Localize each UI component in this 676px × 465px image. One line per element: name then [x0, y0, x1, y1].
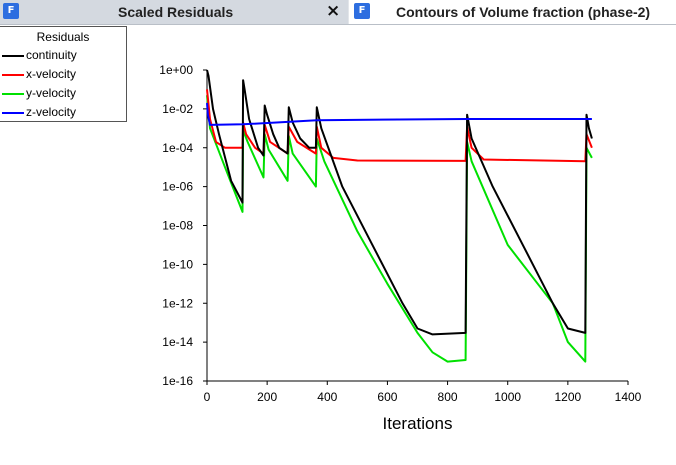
legend-label-z-velocity: z-velocity	[26, 105, 77, 119]
x-tick-label: 0	[204, 390, 211, 404]
y-tick-label: 1e-16	[162, 374, 193, 388]
x-tick-label: 600	[377, 390, 397, 404]
legend-label-y-velocity: y-velocity	[26, 86, 77, 100]
x-axis-label: Iterations	[383, 414, 453, 433]
legend-item-x-velocity: x-velocity	[0, 67, 126, 81]
app-icon: F	[354, 3, 370, 19]
legend-label-x-velocity: x-velocity	[26, 67, 77, 81]
y-tick-label: 1e-12	[162, 296, 193, 310]
close-icon[interactable]: ×	[326, 1, 341, 21]
legend-swatch-y-velocity	[2, 93, 24, 95]
y-tick-label: 1e-02	[162, 102, 193, 116]
legend-label-continuity: continuity	[26, 48, 77, 62]
x-tick-label: 400	[317, 390, 337, 404]
y-tick-label: 1e+00	[159, 63, 193, 77]
legend-swatch-z-velocity	[2, 112, 24, 114]
legend-title: Residuals	[36, 30, 90, 44]
series-line-z-velocity	[206, 102, 592, 126]
legend: Residuals continuity x-velocity y-veloci…	[0, 26, 127, 122]
residuals-chart: 0 200 400 600 800 1000 1200 1400 1e-16 1e-14 1e-12…	[159, 63, 642, 433]
x-tick-label: 1400	[615, 390, 642, 404]
y-tick-label: 1e-10	[162, 257, 193, 271]
legend-swatch-continuity	[2, 55, 24, 57]
legend-item-continuity: continuity	[0, 48, 126, 62]
tab-scaled-residuals[interactable]: F Scaled Residuals ×	[0, 0, 348, 24]
y-tick-label: 1e-06	[162, 180, 193, 194]
series-line-continuity	[206, 69, 593, 336]
legend-swatch-x-velocity	[2, 74, 24, 76]
tab-title-contours: Contours of Volume fraction (phase-2)	[396, 4, 651, 20]
legend-item-z-velocity: z-velocity	[0, 105, 126, 119]
x-tick-label: 1200	[555, 390, 582, 404]
x-tick-label: 800	[438, 390, 458, 404]
x-tick-label: 1000	[494, 390, 521, 404]
y-tick-label: 1e-08	[162, 219, 193, 233]
series-line-y-velocity	[206, 95, 593, 363]
tab-bar: F Scaled Residuals × F Contours of Volum…	[0, 0, 676, 25]
app-icon: F	[3, 3, 19, 19]
tab-title-scaled-residuals: Scaled Residuals	[118, 4, 234, 20]
tab-contours-volume-fraction[interactable]: F Contours of Volume fraction (phase-2)	[349, 0, 676, 24]
y-tick-label: 1e-04	[162, 141, 193, 155]
y-tick-label: 1e-14	[162, 335, 193, 349]
x-tick-label: 200	[257, 390, 277, 404]
legend-item-y-velocity: y-velocity	[0, 86, 126, 100]
